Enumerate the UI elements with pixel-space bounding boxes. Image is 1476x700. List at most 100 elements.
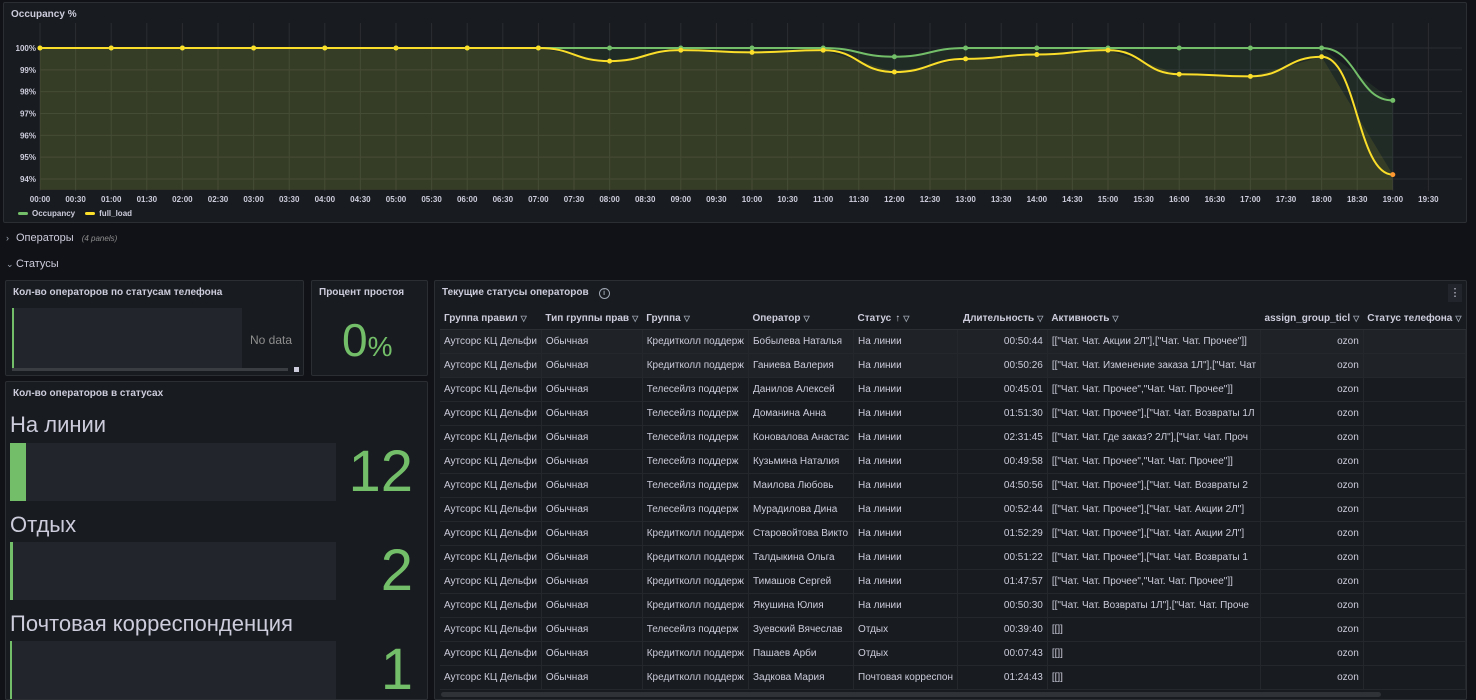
table-cell: [[]]: [1047, 617, 1262, 642]
table-cell: Задкова Мария: [748, 665, 855, 690]
gauge-fill-on-line: [10, 443, 26, 501]
table-cell: Обычная: [541, 449, 643, 474]
column-header[interactable]: assign_group_ticl ▽: [1260, 307, 1364, 330]
series-area-occupancy: [40, 48, 1393, 190]
x-tick-label: 04:30: [350, 195, 371, 204]
table-cell: [["Чат. Чат. Возвраты 1Л"],["Чат. Чат. П…: [1047, 593, 1262, 618]
row-operators[interactable]: › Операторы (4 panels): [6, 232, 117, 244]
table-cell: Старовойтова Викто: [748, 521, 855, 546]
table-cell: [1363, 545, 1466, 570]
column-header[interactable]: Статус ↑ ▽: [853, 307, 958, 330]
data-point-occupancy: [1247, 45, 1253, 51]
table-cell: Обычная: [541, 473, 643, 498]
filter-icon[interactable]: ▽: [1455, 313, 1462, 323]
x-tick-label: 00:00: [30, 195, 51, 204]
x-tick-label: 08:30: [635, 195, 656, 204]
column-header[interactable]: Статус телефона ▽: [1363, 307, 1466, 330]
table-cell: На линии: [853, 521, 959, 546]
filter-icon[interactable]: ▽: [632, 313, 639, 323]
column-header[interactable]: Оператор ▽: [748, 307, 854, 330]
table-cell: Телесейлз поддерж: [642, 497, 749, 522]
legend-swatch-yellow: [85, 212, 96, 216]
data-point-full-load: [37, 45, 43, 51]
table-row[interactable]: Аутсорс КЦ Дельфи Обычная Кредитколл подде…: [440, 353, 1466, 378]
series-line-full-load: [40, 46, 1393, 176]
data-point-full-load: [179, 45, 185, 51]
table-cell: Аутсорс КЦ Дельфи: [440, 617, 542, 642]
table-cell: На линии: [853, 545, 959, 570]
x-tick-label: 11:30: [849, 195, 870, 204]
legend-swatch-green: [18, 212, 28, 216]
info-icon[interactable]: i: [598, 288, 610, 299]
table-row[interactable]: Аутсорс КЦ Дельфи Обычная Телесейлз поддер…: [440, 473, 1466, 498]
column-header[interactable]: Тип группы прав ▽: [541, 307, 643, 330]
data-point-full-load: [963, 56, 969, 62]
table-cell: Отдых: [853, 641, 959, 666]
table-cell: ozon: [1260, 425, 1364, 450]
filter-icon[interactable]: ▽: [520, 313, 527, 323]
table-row[interactable]: Аутсорс КЦ Дельфи Обычная Кредитколл подде…: [440, 545, 1466, 570]
filter-icon[interactable]: ▽: [683, 313, 690, 323]
filter-icon[interactable]: ▽: [1112, 313, 1119, 323]
filter-icon[interactable]: ▽: [1037, 313, 1044, 323]
y-tick-label: 98%: [20, 88, 36, 97]
column-header[interactable]: Группа правил ▽: [440, 307, 542, 330]
sort-ascending-icon[interactable]: ↑: [895, 312, 901, 324]
table-cell: 00:50:30: [957, 593, 1048, 618]
table-cell: [1363, 377, 1466, 402]
data-point-occupancy: [1390, 97, 1396, 103]
x-tick-label: 17:30: [1276, 195, 1297, 204]
table-cell: На линии: [853, 329, 959, 354]
y-tick-label: 95%: [20, 153, 36, 162]
table-horizontal-scrollbar[interactable]: [441, 692, 1381, 697]
filter-icon[interactable]: ▽: [1353, 313, 1360, 323]
x-tick-label: 10:00: [742, 195, 763, 204]
operators-table-body: Аутсорс КЦ Дельфи Обычная Кредитколл подде…: [440, 329, 1466, 690]
table-row[interactable]: Аутсорс КЦ Дельфи Обычная Кредитколл подде…: [440, 593, 1466, 618]
column-header[interactable]: Активность ▽: [1047, 307, 1261, 330]
table-cell: [["Чат. Чат. Прочее"],["Чат. Чат. Возвра…: [1047, 401, 1262, 426]
table-cell: Аутсорс КЦ Дельфи: [440, 521, 542, 546]
data-point-full-load: [393, 45, 399, 51]
table-row[interactable]: Аутсорс КЦ Дельфи Обычная Телесейлз поддер…: [440, 497, 1466, 522]
column-header[interactable]: Группа ▽: [642, 307, 749, 330]
table-row[interactable]: Аутсорс КЦ Дельфи Обычная Телесейлз поддер…: [440, 401, 1466, 426]
table-cell: Обычная: [541, 641, 643, 666]
table-row[interactable]: Аутсорс КЦ Дельфи Обычная Телесейлз поддер…: [440, 617, 1466, 642]
data-point-full-load: [891, 69, 897, 75]
table-row[interactable]: Аутсорс КЦ Дельфи Обычная Кредитколл подде…: [440, 521, 1466, 546]
x-tick-label: 06:00: [457, 195, 478, 204]
table-cell: [1363, 449, 1466, 474]
table-row[interactable]: Аутсорс КЦ Дельфи Обычная Телесейлз поддер…: [440, 449, 1466, 474]
table-cell: На линии: [853, 449, 959, 474]
table-cell: 00:39:40: [957, 617, 1048, 642]
x-tick-label: 14:30: [1062, 195, 1083, 204]
filter-icon[interactable]: ▽: [803, 313, 810, 323]
data-point-full-load: [607, 58, 613, 64]
table-row[interactable]: Аутсорс КЦ Дельфи Обычная Кредитколл подде…: [440, 569, 1466, 594]
legend-item-occupancy[interactable]: Occupancy: [18, 209, 75, 218]
table-cell: Кредитколл поддерж: [642, 521, 749, 546]
data-point-full-load: [1176, 71, 1182, 77]
table-row[interactable]: Аутсорс КЦ Дельфи Обычная Кредитколл подде…: [440, 329, 1466, 354]
table-cell: Аутсорс КЦ Дельфи: [440, 449, 542, 474]
table-row[interactable]: Аутсорс КЦ Дельфи Обычная Кредитколл подде…: [440, 641, 1466, 666]
filter-icon[interactable]: ▽: [903, 313, 910, 323]
table-row[interactable]: Аутсорс КЦ Дельфи Обычная Кредитколл подде…: [440, 665, 1466, 690]
x-tick-label: 11:00: [813, 195, 834, 204]
row-statuses[interactable]: ⌄ Статусы: [6, 258, 59, 270]
gauge-track-mail: [10, 641, 336, 699]
data-point-full-load: [1105, 47, 1111, 53]
scroll-corner-handle[interactable]: [294, 367, 299, 372]
horizontal-scrollbar[interactable]: [12, 368, 288, 371]
legend-item-full-load[interactable]: full_load: [85, 209, 132, 218]
data-point-full-load: [108, 45, 114, 51]
column-title: Группа правил: [444, 312, 518, 324]
y-tick-label: 100%: [16, 44, 36, 53]
table-row[interactable]: Аутсорс КЦ Дельфи Обычная Телесейлз поддер…: [440, 377, 1466, 402]
panel-menu-icon[interactable]: ⋮: [1448, 284, 1462, 302]
table-cell: 02:31:45: [957, 425, 1048, 450]
table-row[interactable]: Аутсорс КЦ Дельфи Обычная Телесейлз поддер…: [440, 425, 1466, 450]
series-area-full-load: [40, 48, 1393, 190]
column-header[interactable]: Длительность ▽: [957, 307, 1048, 330]
